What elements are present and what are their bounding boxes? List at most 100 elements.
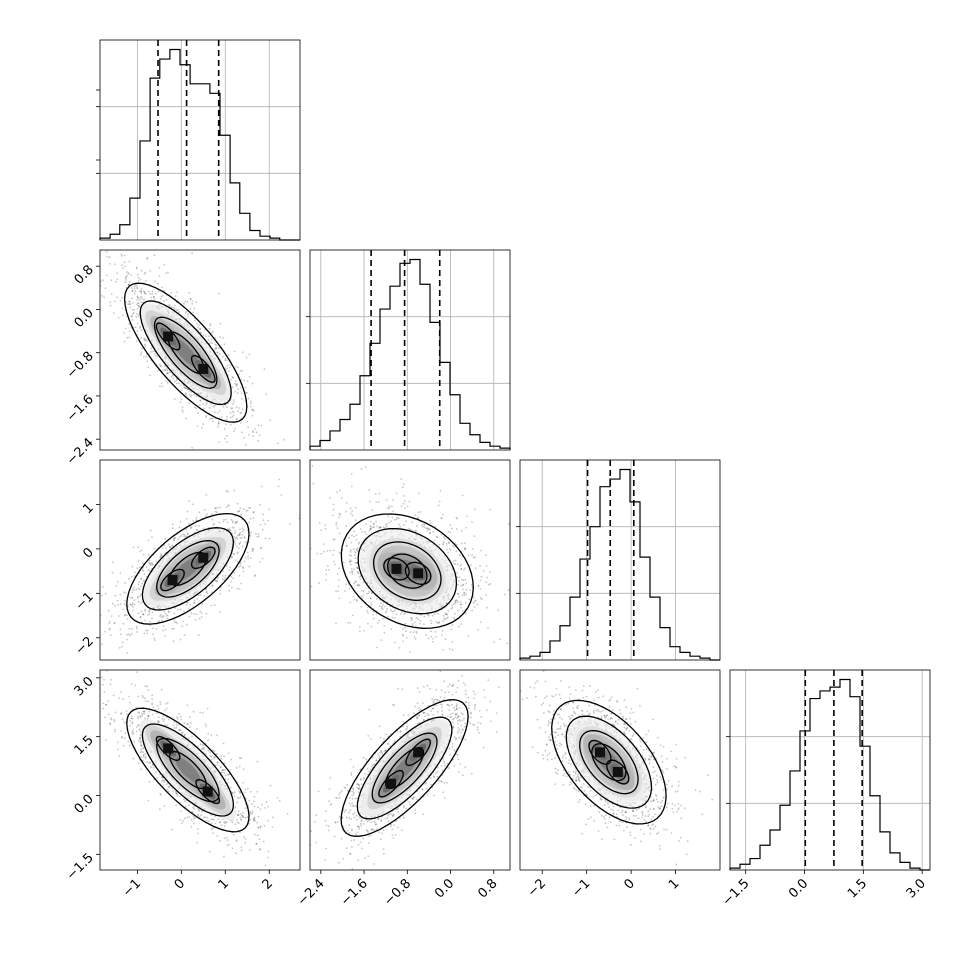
scatter-point — [158, 363, 161, 366]
scatter-point — [254, 574, 257, 576]
scatter-point — [248, 353, 251, 356]
scatter-point — [198, 511, 201, 514]
scatter-point — [338, 597, 341, 600]
scatter-point — [223, 821, 226, 824]
scatter-point — [198, 525, 201, 527]
scatter-point — [236, 560, 239, 563]
scatter-point — [126, 336, 129, 339]
scatter-point — [243, 436, 245, 439]
scatter-point — [114, 300, 116, 303]
scatter-point — [137, 724, 139, 726]
scatter-point — [395, 492, 398, 495]
scatter-point — [358, 630, 361, 633]
histogram-series — [519, 468, 720, 661]
scatter-point — [429, 619, 432, 622]
scatter-point — [196, 828, 199, 830]
scatter-point — [186, 532, 189, 535]
scatter-point — [231, 586, 233, 589]
scatter-point — [447, 610, 450, 612]
scatter-point — [240, 818, 243, 821]
scatter-point — [236, 587, 239, 590]
scatter-point — [465, 582, 467, 585]
scatter-point — [246, 529, 249, 531]
scatter-point — [358, 583, 360, 586]
scatter-point — [206, 816, 209, 819]
scatter-point — [231, 847, 234, 850]
scatter-point — [131, 319, 134, 321]
scatter-point — [131, 717, 134, 720]
scatter-point — [472, 601, 475, 604]
scatter-point — [402, 502, 405, 505]
scatter-point — [179, 715, 182, 718]
scatter-point — [260, 485, 263, 488]
scatter-point — [359, 528, 362, 530]
scatter-point — [355, 599, 358, 601]
scatter-point — [336, 572, 339, 575]
scatter-point — [136, 303, 139, 306]
scatter-point — [117, 615, 120, 617]
scatter-point — [213, 750, 216, 753]
scatter-point — [225, 423, 227, 425]
scatter-point — [200, 616, 203, 618]
scatter-point — [187, 315, 190, 318]
scatter-point — [104, 739, 107, 742]
scatter-point — [312, 482, 315, 485]
scatter-point — [148, 559, 151, 562]
scatter-point — [335, 521, 338, 524]
scatter-point — [208, 335, 210, 338]
scatter-point — [234, 543, 237, 545]
scatter-point — [352, 595, 355, 598]
scatter-point — [334, 563, 336, 566]
scatter-point — [183, 734, 186, 737]
scatter-point — [243, 560, 246, 563]
scatter-point — [168, 785, 171, 788]
scatter-point — [233, 791, 236, 794]
contour-line — [155, 322, 181, 351]
scatter-point — [447, 551, 449, 554]
scatter-point — [216, 577, 219, 580]
scatter-point — [139, 595, 142, 597]
scatter-point — [448, 541, 450, 544]
scatter-point — [142, 613, 145, 616]
scatter-point — [433, 539, 436, 542]
scatter-point — [146, 685, 149, 688]
scatter-point — [234, 539, 236, 542]
scatter-point — [213, 522, 216, 525]
scatter-point — [360, 595, 362, 598]
scatter-point — [109, 301, 112, 303]
scatter-point — [161, 779, 163, 782]
scatter-point — [387, 515, 389, 518]
scatter-point — [234, 380, 237, 382]
scatter-point — [354, 557, 357, 560]
scatter-point — [393, 519, 396, 521]
scatter-point — [140, 292, 143, 295]
scatter-point — [113, 263, 116, 266]
scatter-point — [144, 338, 146, 341]
scatter-point — [485, 565, 488, 567]
scatter-point — [351, 614, 354, 617]
scatter-point — [184, 536, 187, 538]
scatter-point — [136, 596, 139, 599]
scatter-point — [451, 527, 453, 530]
scatter-point — [335, 524, 338, 526]
scatter-point — [244, 841, 247, 844]
panel-contents — [100, 478, 300, 654]
scatter-point — [139, 354, 142, 356]
scatter-point — [171, 544, 174, 547]
scatter-point — [462, 584, 465, 586]
scatter-point — [157, 621, 160, 623]
scatter-point — [294, 541, 296, 543]
scatter-point — [144, 685, 147, 688]
scatter-point — [472, 556, 475, 559]
scatter-point — [225, 418, 228, 421]
scatter-point — [238, 534, 241, 537]
scatter-point — [131, 603, 134, 606]
scatter-point — [235, 852, 237, 855]
scatter-point — [411, 623, 414, 625]
scatter-point — [225, 506, 228, 508]
scatter-point — [461, 610, 464, 612]
scatter-point — [277, 457, 279, 459]
scatter-point — [136, 286, 139, 289]
scatter-point — [444, 537, 446, 540]
scatter-point — [133, 575, 136, 577]
